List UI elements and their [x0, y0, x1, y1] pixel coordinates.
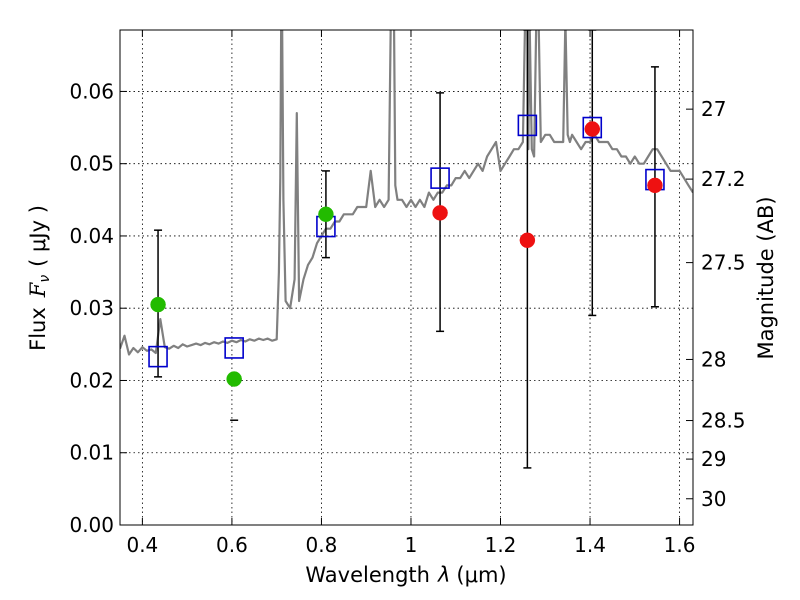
x-tick-label: 1.6	[664, 533, 696, 557]
x-axis-title: Wavelength λ (μm)	[305, 563, 506, 587]
observed-point-red	[584, 121, 601, 137]
y-tick-label: 0.01	[69, 441, 114, 465]
observed-point-green	[318, 206, 334, 223]
magnitude-tick-label: 30	[701, 487, 726, 511]
y-tick-label: 0.04	[69, 224, 114, 248]
magnitude-tick-label: 28	[701, 347, 726, 371]
y-tick-label: 0.06	[69, 79, 114, 103]
y-axis-title: Flux Fν ( μJy )	[26, 205, 53, 351]
observed-point-red	[519, 232, 536, 249]
spectrum-line	[120, 30, 693, 356]
y-tick-label: 0.05	[69, 152, 114, 176]
x-axis-title-prefix: Wavelength	[305, 563, 430, 587]
tick-layer: 0.4 0.6 0.8 1 1.2 1.4 1.6 0.00 0.01 0.02 0.03 0.04 0…	[69, 30, 746, 557]
observed-point-red	[647, 177, 663, 194]
observed-point-red	[432, 205, 448, 221]
model-flux-box	[582, 116, 603, 139]
plot-frame	[119, 29, 694, 526]
y2-axis-title: Magnitude (AB)	[754, 196, 778, 359]
grid	[120, 30, 693, 526]
y-tick-label: 0.00	[69, 513, 114, 537]
spectrum-layer	[120, 30, 693, 356]
observed-point-green	[226, 371, 242, 387]
y-tick-label: 0.03	[69, 296, 114, 320]
model-flux-box	[517, 114, 538, 137]
model-box-layer	[148, 114, 665, 368]
observed-point-layer	[150, 121, 663, 387]
observed-point-green	[150, 296, 166, 313]
model-flux-box	[148, 345, 168, 368]
y-axis-title-unit: ( μJy )	[26, 205, 50, 267]
magnitude-tick-label: 27.5	[701, 251, 746, 275]
x-axis-title-symbol: λ	[437, 563, 450, 587]
magnitude-tick-label: 29	[701, 447, 726, 471]
x-tick-label: 0.6	[216, 533, 248, 557]
x-tick-label: 1.2	[485, 533, 517, 557]
x-tick-label: 0.8	[306, 533, 338, 557]
model-flux-box	[224, 337, 244, 359]
magnitude-tick-label: 27	[701, 97, 726, 121]
x-tick-label: 0.4	[126, 533, 158, 557]
y-axis-title-subscript: ν	[37, 275, 53, 283]
x-tick-label: 1	[405, 533, 418, 557]
y-axis-title-symbol: F	[26, 281, 50, 298]
magnitude-tick-label: 27.2	[701, 167, 746, 191]
magnitude-tick-label: 28.5	[701, 409, 746, 433]
x-tick-label: 1.4	[574, 533, 606, 557]
model-flux-box	[430, 167, 450, 189]
x-axis-title-unit: (μm)	[456, 563, 506, 587]
y-tick-label: 0.02	[69, 368, 114, 392]
y-axis-title-prefix: Flux	[26, 307, 50, 351]
